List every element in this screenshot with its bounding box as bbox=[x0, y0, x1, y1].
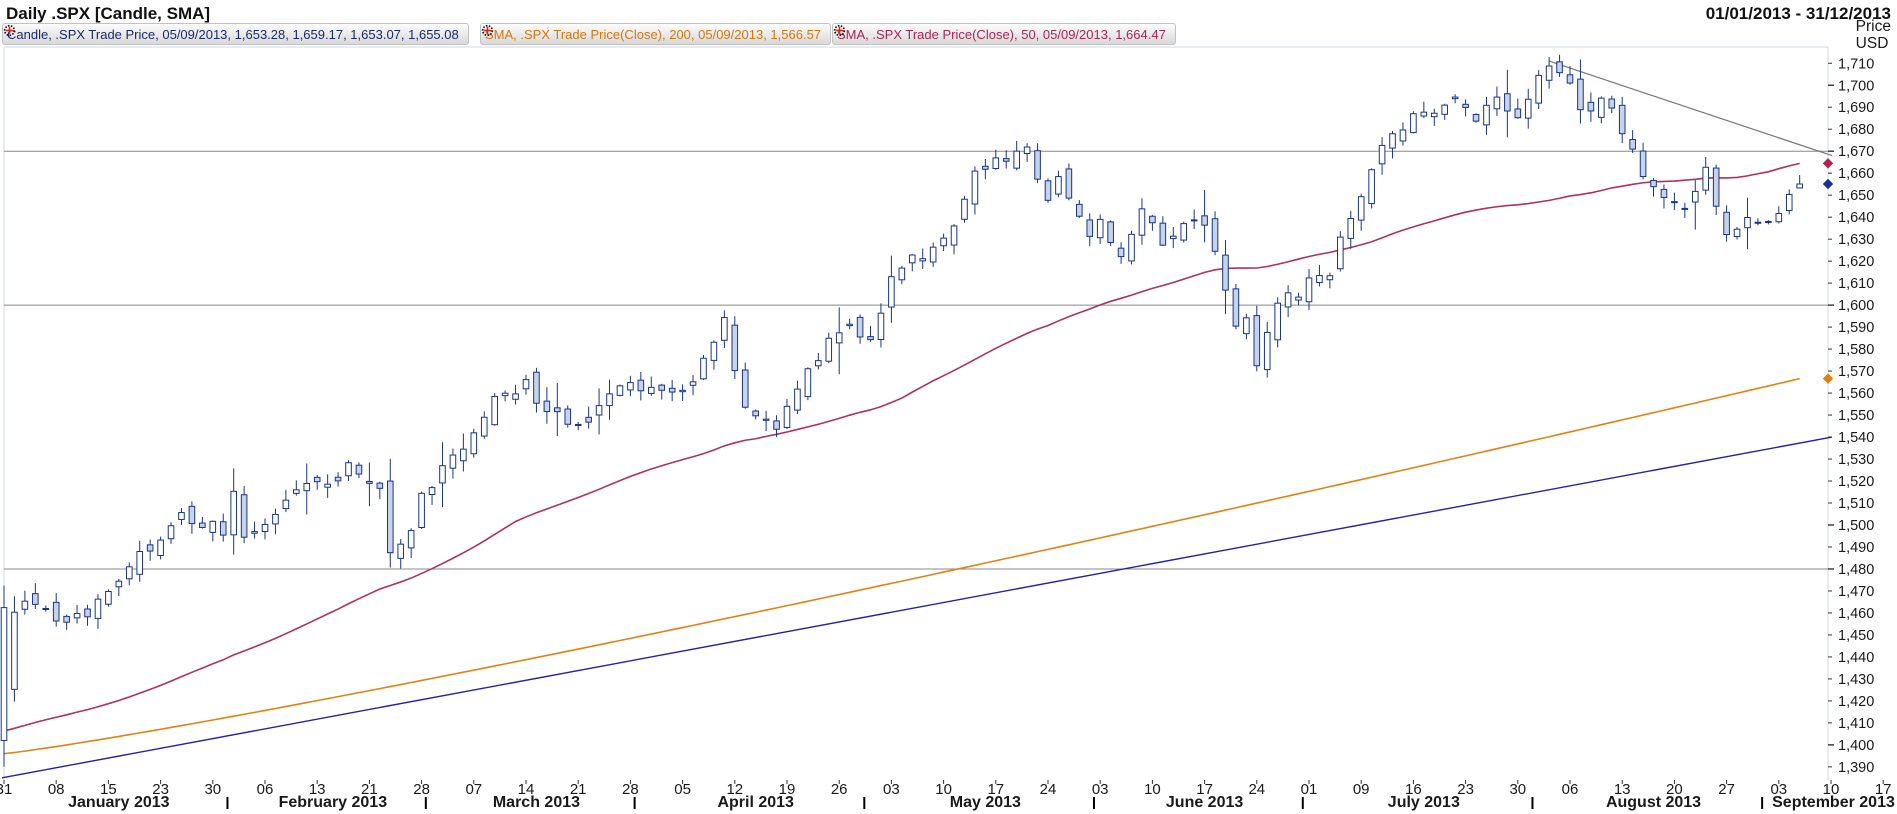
svg-text:August 2013: August 2013 bbox=[1606, 794, 1701, 811]
svg-text:1,460: 1,460 bbox=[1838, 606, 1874, 622]
svg-text:10: 10 bbox=[1144, 781, 1161, 798]
svg-text:1,490: 1,490 bbox=[1838, 540, 1874, 556]
svg-text:1,600: 1,600 bbox=[1838, 298, 1874, 314]
svg-text:06: 06 bbox=[257, 781, 274, 798]
svg-text:1,610: 1,610 bbox=[1838, 276, 1874, 292]
svg-text:1,660: 1,660 bbox=[1838, 166, 1874, 182]
svg-text:1,700: 1,700 bbox=[1838, 78, 1874, 94]
svg-text:April 2013: April 2013 bbox=[717, 794, 794, 811]
svg-text:1,620: 1,620 bbox=[1838, 254, 1874, 270]
svg-text:1,390: 1,390 bbox=[1838, 760, 1874, 776]
svg-text:1,640: 1,640 bbox=[1838, 210, 1874, 226]
svg-text:03: 03 bbox=[883, 781, 900, 798]
svg-text:1,500: 1,500 bbox=[1838, 518, 1874, 534]
svg-text:28: 28 bbox=[413, 781, 430, 798]
svg-text:28: 28 bbox=[622, 781, 639, 798]
svg-text:1,710: 1,710 bbox=[1838, 56, 1874, 72]
svg-text:1,540: 1,540 bbox=[1838, 430, 1874, 446]
svg-text:1,520: 1,520 bbox=[1838, 474, 1874, 490]
svg-text:08: 08 bbox=[48, 781, 65, 798]
svg-text:26: 26 bbox=[831, 781, 848, 798]
svg-text:24: 24 bbox=[1248, 781, 1265, 798]
svg-text:January 2013: January 2013 bbox=[68, 794, 170, 811]
svg-text:24: 24 bbox=[1040, 781, 1057, 798]
svg-text:30: 30 bbox=[204, 781, 221, 798]
svg-text:September 2013: September 2013 bbox=[1772, 794, 1895, 811]
svg-text:1,570: 1,570 bbox=[1838, 364, 1874, 380]
svg-text:1,400: 1,400 bbox=[1838, 738, 1874, 754]
svg-text:February 2013: February 2013 bbox=[279, 794, 388, 811]
svg-text:01: 01 bbox=[1301, 781, 1318, 798]
svg-text:1,450: 1,450 bbox=[1838, 628, 1874, 644]
svg-text:1,690: 1,690 bbox=[1838, 100, 1874, 116]
svg-text:1,560: 1,560 bbox=[1838, 386, 1874, 402]
svg-text:1,470: 1,470 bbox=[1838, 584, 1874, 600]
svg-text:03: 03 bbox=[1092, 781, 1109, 798]
svg-text:July 2013: July 2013 bbox=[1388, 794, 1460, 811]
svg-text:09: 09 bbox=[1353, 781, 1370, 798]
svg-text:1,530: 1,530 bbox=[1838, 452, 1874, 468]
svg-text:1,590: 1,590 bbox=[1838, 320, 1874, 336]
svg-text:May 2013: May 2013 bbox=[950, 794, 1021, 811]
svg-text:1,420: 1,420 bbox=[1838, 694, 1874, 710]
svg-text:June 2013: June 2013 bbox=[1166, 794, 1243, 811]
svg-text:05: 05 bbox=[674, 781, 691, 798]
svg-text:1,480: 1,480 bbox=[1838, 562, 1874, 578]
svg-text:07: 07 bbox=[465, 781, 482, 798]
svg-text:1,650: 1,650 bbox=[1838, 188, 1874, 204]
svg-text:1,580: 1,580 bbox=[1838, 342, 1874, 358]
svg-text:March 2013: March 2013 bbox=[493, 794, 580, 811]
svg-text:1,630: 1,630 bbox=[1838, 232, 1874, 248]
svg-text:1,430: 1,430 bbox=[1838, 672, 1874, 688]
svg-text:1,410: 1,410 bbox=[1838, 716, 1874, 732]
svg-text:1,550: 1,550 bbox=[1838, 408, 1874, 424]
svg-text:27: 27 bbox=[1718, 781, 1735, 798]
svg-text:1,510: 1,510 bbox=[1838, 496, 1874, 512]
svg-text:06: 06 bbox=[1562, 781, 1579, 798]
svg-text:1,670: 1,670 bbox=[1838, 144, 1874, 160]
svg-text:30: 30 bbox=[1509, 781, 1526, 798]
svg-text:31: 31 bbox=[0, 781, 12, 798]
svg-text:1,680: 1,680 bbox=[1838, 122, 1874, 138]
svg-text:1,440: 1,440 bbox=[1838, 650, 1874, 666]
